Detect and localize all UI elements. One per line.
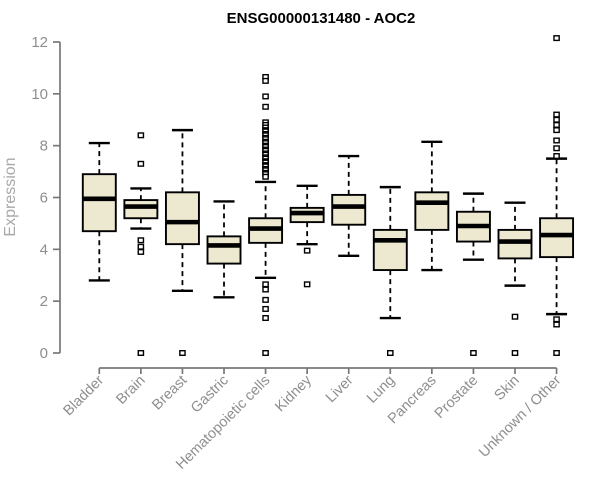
boxes-layer: [81, 35, 575, 357]
box-prostate: [455, 192, 491, 357]
box-liver: [331, 154, 367, 258]
box-hematopoietic-cells: [248, 73, 284, 357]
outlier-point: [511, 350, 519, 357]
y-tick-label: 0: [40, 345, 48, 362]
y-axis-label: Expression: [2, 157, 19, 236]
outlier-point: [553, 116, 560, 123]
outlier-point: [262, 77, 269, 84]
outlier-point: [137, 237, 145, 244]
y-tick-label: 2: [40, 293, 48, 310]
outlier-point: [553, 316, 560, 323]
y-tick-label: 12: [31, 34, 48, 51]
box-unknown-other: [539, 35, 575, 357]
y-tick-label: 10: [31, 86, 48, 103]
outlier-point: [137, 248, 145, 255]
outlier-point: [262, 286, 269, 293]
box-kidney: [289, 184, 325, 288]
iqr-box: [81, 173, 117, 233]
x-category-label-lung: Lung: [364, 373, 398, 407]
outlier-point: [303, 247, 311, 254]
outlier-point: [553, 121, 560, 128]
box-brain: [123, 132, 159, 357]
iqr-box: [372, 228, 408, 272]
x-category-label-kidney: Kidney: [272, 372, 315, 415]
outlier-point: [386, 350, 394, 357]
outlier-point: [470, 350, 477, 357]
box-lung: [372, 185, 408, 357]
y-tick-label: 4: [40, 241, 48, 258]
outlier-point: [137, 132, 145, 139]
outlier-point: [137, 243, 145, 250]
outlier-point: [553, 137, 560, 144]
x-category-label-skin: Skin: [492, 373, 523, 404]
outlier-point: [553, 321, 560, 328]
x-category-label-brain: Brain: [113, 373, 148, 408]
iqr-box: [539, 217, 575, 259]
outlier-point: [262, 350, 269, 357]
iqr-box: [206, 235, 242, 265]
outlier-point: [262, 173, 269, 180]
box-skin: [497, 201, 533, 357]
outlier-point: [137, 350, 145, 357]
outlier-point: [179, 350, 186, 357]
outlier-point: [553, 350, 560, 357]
x-category-label-bladder: Bladder: [60, 372, 107, 419]
outlier-point: [262, 281, 269, 288]
outlier-point: [303, 281, 311, 288]
outlier-point: [553, 127, 560, 134]
x-category-label-prostate: Prostate: [432, 373, 481, 422]
outlier-point: [262, 93, 269, 100]
outlier-point: [137, 160, 145, 167]
outlier-point: [262, 296, 269, 303]
y-tick-label: 8: [40, 138, 48, 155]
box-pancreas: [414, 140, 450, 272]
box-gastric: [206, 200, 242, 299]
outlier-point: [553, 153, 560, 160]
iqr-box: [331, 193, 367, 226]
outlier-point: [511, 313, 519, 320]
iqr-box: [123, 199, 159, 220]
outlier-point: [262, 315, 269, 322]
x-category-label-breast: Breast: [149, 373, 190, 414]
outlier-point: [553, 35, 560, 42]
chart-title: ENSG00000131480 - AOC2: [227, 10, 416, 27]
y-tick-label: 6: [40, 190, 48, 207]
outlier-point: [553, 145, 560, 152]
box-bladder: [81, 141, 117, 282]
outlier-point: [553, 111, 560, 118]
iqr-box: [164, 191, 200, 246]
outlier-point: [262, 103, 269, 110]
iqr-box: [414, 191, 450, 231]
x-category-label-liver: Liver: [323, 372, 357, 406]
box-breast: [164, 128, 200, 357]
outlier-point: [262, 305, 269, 312]
iqr-box: [497, 228, 533, 260]
